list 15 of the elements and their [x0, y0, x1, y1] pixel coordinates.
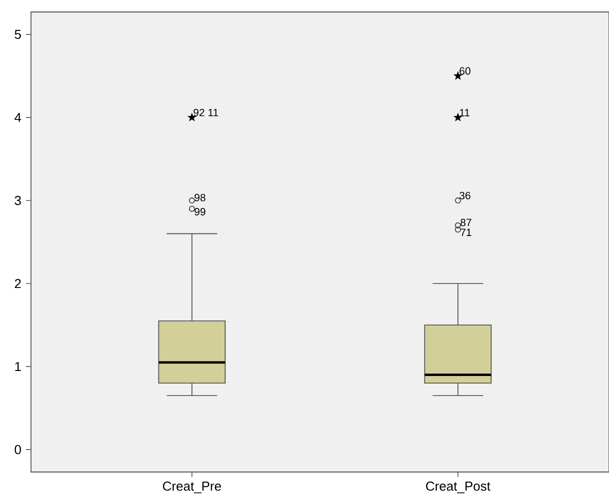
x-tick-label: Creat_Post	[426, 482, 490, 494]
annotation: 36	[460, 192, 470, 200]
y-tick-label: 4	[14, 112, 22, 122]
y-tick-label: 1	[15, 362, 21, 372]
annotation: 98	[194, 194, 206, 202]
annotation: 87	[460, 218, 472, 226]
y-tick-label: 5	[14, 30, 21, 39]
annotation: 99	[194, 208, 206, 216]
annotation: 71	[460, 228, 472, 236]
y-tick-label: 2	[14, 278, 21, 288]
y-tick-label: 3	[14, 196, 21, 206]
x-tick-label: Creat_Pre	[162, 482, 221, 494]
y-tick-label: 0	[14, 444, 21, 454]
annotation: 60	[460, 67, 470, 75]
annotation: 92 11	[194, 108, 218, 116]
